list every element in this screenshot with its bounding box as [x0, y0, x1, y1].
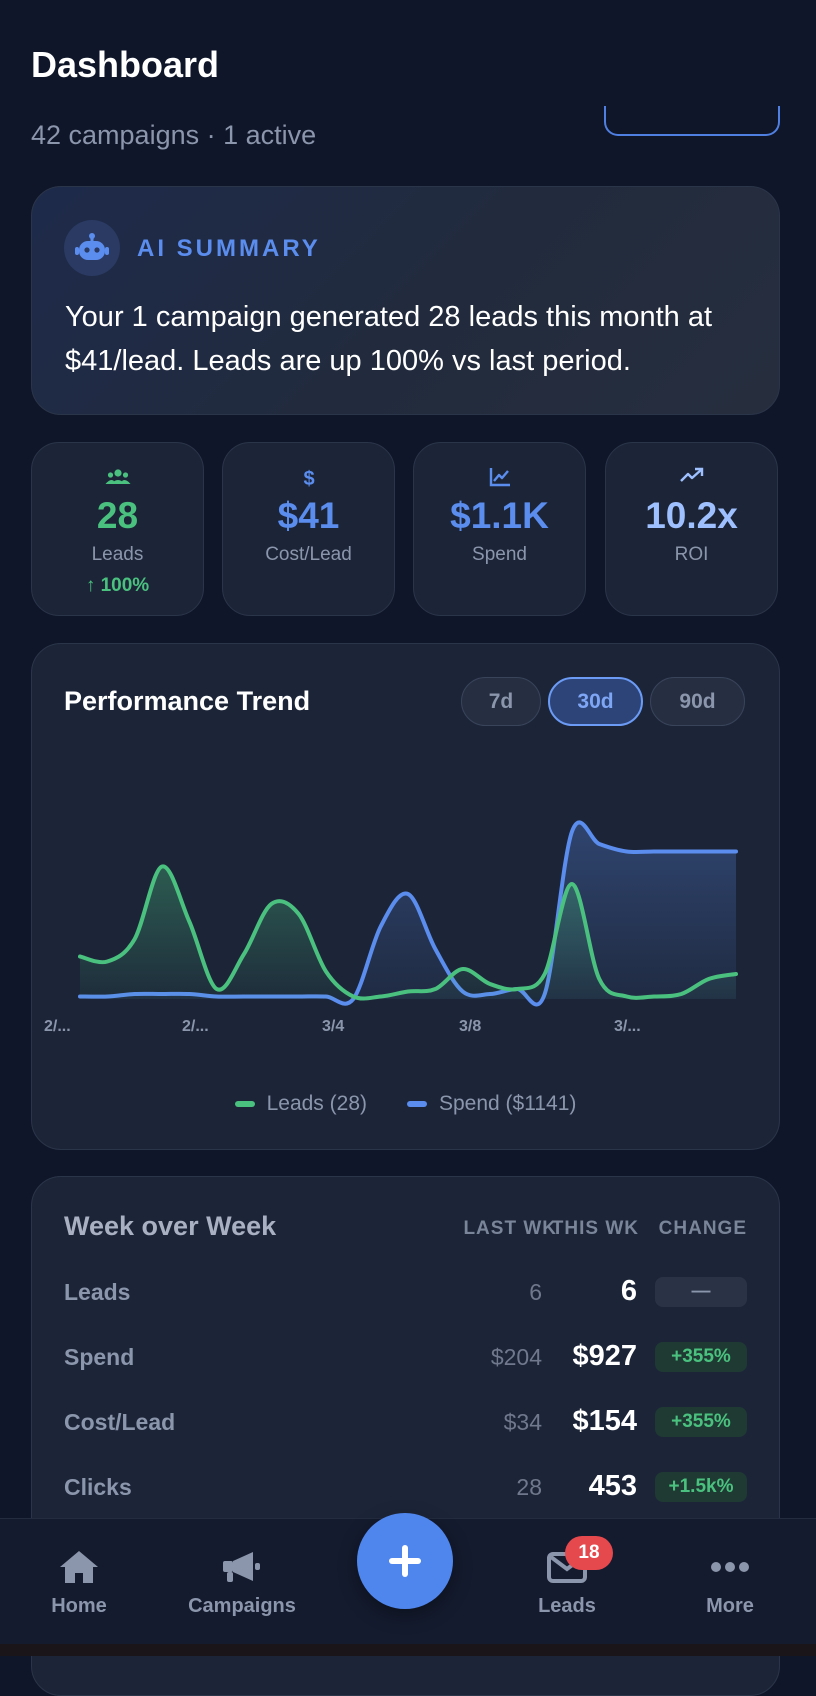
last-week-value: $34 [503, 1409, 542, 1435]
users-icon [32, 467, 203, 491]
stat-card-spend[interactable]: $1.1K Spend [413, 442, 586, 616]
nav-label: Leads [538, 1595, 596, 1617]
stat-label: ROI [674, 544, 709, 565]
trend-title: Performance Trend [64, 686, 311, 716]
stat-label: Cost/Lead [265, 544, 352, 565]
range-30d-button[interactable]: 30d [548, 677, 643, 726]
page-title: Dashboard [31, 44, 220, 85]
change-badge: — [655, 1277, 747, 1307]
robot-icon [64, 220, 120, 276]
legend-swatch [234, 1101, 255, 1107]
last-week-value: 6 [529, 1279, 542, 1305]
stat-change: ↑ 100% [85, 575, 150, 596]
header-action-button[interactable] [604, 106, 780, 136]
x-tick-label: 3/8 [459, 1018, 481, 1035]
home-icon [9, 1547, 149, 1587]
this-week-value: $927 [572, 1340, 637, 1372]
nav-label: More [706, 1595, 754, 1617]
last-week-value: $204 [490, 1344, 542, 1370]
stat-label: Spend [472, 544, 527, 565]
legend-item-spend[interactable]: Spend ($1141) [407, 1092, 576, 1116]
column-header-this-week: THIS WK [551, 1218, 639, 1239]
table-row: Clicks 28 453 +1.5k% [32, 1470, 779, 1510]
stat-value: 10.2x [645, 495, 738, 536]
range-7d-button[interactable]: 7d [461, 677, 541, 726]
table-row: Spend $204 $927 +355% [32, 1340, 779, 1380]
campaigns-summary: 42 campaigns · 1 active [31, 120, 317, 150]
stat-value: 28 [96, 495, 139, 536]
stat-card-cost-per-lead[interactable]: $ $41 Cost/Lead [222, 442, 395, 616]
stat-card-roi[interactable]: 10.2x ROI [605, 442, 778, 616]
row-label: Spend [64, 1344, 135, 1370]
chart-legend: Leads (28) Spend ($1141) [32, 1092, 779, 1116]
row-label: Clicks [64, 1474, 132, 1500]
ai-summary-text: Your 1 campaign generated 28 leads this … [65, 301, 713, 377]
chart-line-icon [414, 467, 585, 491]
this-week-value: 6 [620, 1275, 637, 1307]
nav-item-more[interactable]: More [660, 1547, 800, 1618]
change-badge: +355% [655, 1407, 747, 1437]
legend-label: Spend ($1141) [439, 1092, 577, 1115]
table-row: Cost/Lead $34 $154 +355% [32, 1405, 779, 1445]
series-line-leads [78, 864, 738, 1001]
legend-item-leads[interactable]: Leads (28) [234, 1092, 367, 1116]
wow-title: Week over Week [64, 1211, 277, 1241]
stat-value: $41 [277, 495, 340, 536]
leads-notification-badge: 18 [565, 1536, 613, 1570]
range-90d-button[interactable]: 90d [650, 677, 745, 726]
bottom-edge [0, 1644, 816, 1656]
stat-label: Leads [91, 544, 144, 565]
change-badge: +355% [655, 1342, 747, 1372]
last-week-value: 28 [516, 1474, 542, 1500]
table-row: Leads 6 6 — [32, 1275, 779, 1315]
change-badge: +1.5k% [655, 1472, 747, 1502]
stat-card-leads[interactable]: 28 Leads ↑ 100% [31, 442, 204, 616]
nav-label: Home [51, 1595, 107, 1617]
trend-chart: 2/... 2/... 3/4 3/8 3/... [44, 820, 738, 1035]
ai-summary-label: AI SUMMARY [137, 235, 321, 262]
ai-summary-card: AI SUMMARY Your 1 campaign generated 28 … [31, 186, 780, 415]
legend-label: Leads (28) [266, 1092, 367, 1115]
stat-value: $1.1K [450, 495, 549, 536]
nav-label: Campaigns [188, 1595, 296, 1617]
legend-swatch [407, 1101, 427, 1107]
add-button[interactable] [357, 1513, 453, 1609]
row-label: Cost/Lead [64, 1409, 176, 1435]
more-icon [660, 1547, 800, 1587]
plus-icon [389, 1545, 421, 1577]
series-area-leads [80, 866, 736, 999]
performance-trend-card: Performance Trend 7d 30d 90d 2/... 2/...… [31, 643, 780, 1150]
dollar-icon: $ [223, 467, 394, 491]
x-tick-label: 3/... [614, 1018, 641, 1035]
this-week-value: 453 [588, 1470, 637, 1502]
this-week-value: $154 [572, 1405, 637, 1437]
trending-up-icon [606, 467, 777, 491]
row-label: Leads [64, 1279, 131, 1305]
nav-item-campaigns[interactable]: Campaigns [172, 1547, 312, 1618]
x-tick-label: 3/4 [322, 1018, 344, 1035]
nav-item-home[interactable]: Home [9, 1547, 149, 1618]
megaphone-icon [172, 1547, 312, 1587]
x-tick-label: 2/... [182, 1018, 209, 1035]
x-tick-label: 2/... [44, 1018, 71, 1035]
column-header-change: CHANGE [658, 1218, 747, 1239]
svg-text:$: $ [303, 468, 314, 489]
column-header-last-week: LAST WK [463, 1218, 557, 1239]
